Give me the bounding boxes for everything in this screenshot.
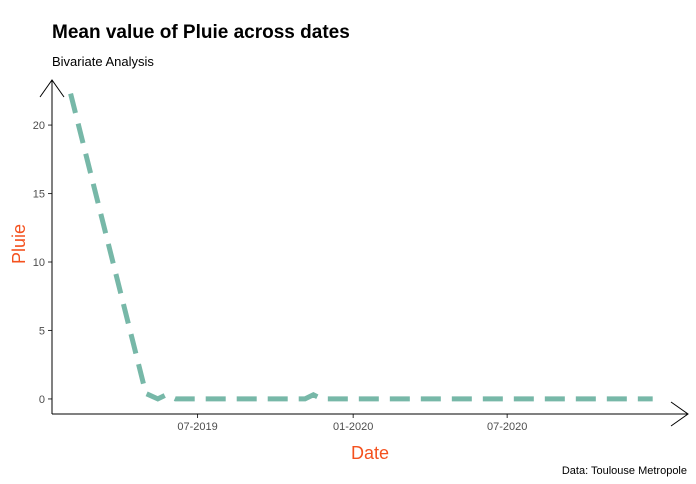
x-axis-title: Date bbox=[351, 443, 389, 463]
x-tick-label: 01-2020 bbox=[333, 421, 373, 433]
y-axis-arrow-icon bbox=[39, 79, 65, 98]
y-tick-label: 15 bbox=[33, 189, 45, 201]
y-axis-title: Pluie bbox=[9, 224, 29, 264]
y-tick-label: 0 bbox=[39, 394, 45, 406]
y-tick-label: 10 bbox=[33, 257, 45, 269]
chart-caption: Data: Toulouse Metropole bbox=[562, 465, 687, 477]
y-axis-ticks: 0 5 10 15 20 bbox=[33, 120, 52, 406]
chart-subtitle: Bivariate Analysis bbox=[52, 54, 154, 69]
x-tick-label: 07-2019 bbox=[177, 421, 217, 433]
series-line bbox=[68, 92, 653, 402]
y-tick-label: 5 bbox=[39, 325, 45, 337]
x-axis-arrow-icon bbox=[670, 401, 689, 427]
x-tick-label: 07-2020 bbox=[487, 421, 527, 433]
x-axis-ticks: 07-2019 01-2020 07-2020 bbox=[177, 414, 527, 433]
y-tick-label: 20 bbox=[33, 120, 45, 132]
series-layer bbox=[68, 92, 653, 402]
chart-title: Mean value of Pluie across dates bbox=[52, 22, 350, 43]
